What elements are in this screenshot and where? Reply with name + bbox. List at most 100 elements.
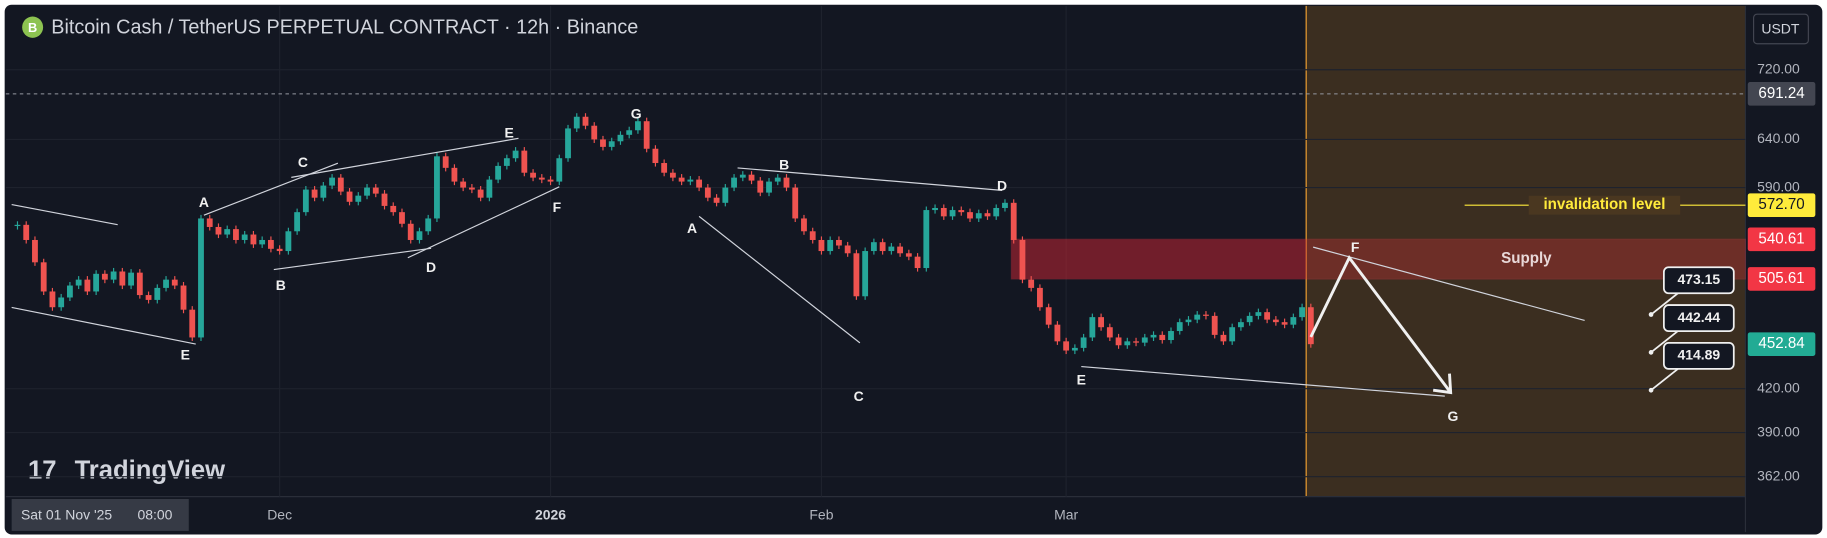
candle xyxy=(748,174,755,181)
trend-line xyxy=(11,306,196,345)
candle xyxy=(486,179,493,198)
supply-zone xyxy=(1010,238,1747,280)
price-badge-label: 691.24 xyxy=(1758,85,1805,102)
supply-zone-past xyxy=(1011,239,1307,279)
candle xyxy=(66,285,73,298)
candle xyxy=(853,253,860,297)
candle xyxy=(1255,312,1262,316)
candle xyxy=(661,163,668,173)
wave-label: E xyxy=(181,347,190,363)
candle xyxy=(49,291,56,308)
candle xyxy=(1045,307,1052,325)
candle xyxy=(337,177,344,192)
candle xyxy=(591,125,598,140)
candle xyxy=(23,224,30,240)
candle xyxy=(1290,317,1297,325)
wave-label: F xyxy=(553,199,562,215)
wave-label: F xyxy=(1351,239,1360,255)
candle xyxy=(58,297,65,308)
candle xyxy=(975,213,982,219)
wave-label: D xyxy=(997,177,1007,193)
wave-label: A xyxy=(687,220,697,236)
crosshair-time-box xyxy=(11,498,189,531)
candle xyxy=(774,177,781,182)
candle xyxy=(967,212,973,219)
x-tick-label: 2026 xyxy=(535,506,566,522)
wave-label: G xyxy=(631,105,642,121)
candle xyxy=(206,218,213,227)
candle xyxy=(521,150,528,173)
candle xyxy=(766,181,772,193)
price-badge-label: 452.84 xyxy=(1758,335,1805,352)
candle xyxy=(512,150,519,159)
candle xyxy=(259,239,266,245)
candle xyxy=(346,191,353,202)
candle xyxy=(390,205,397,213)
wave-label: B xyxy=(276,277,286,293)
candle xyxy=(1071,347,1078,351)
candle xyxy=(267,239,274,249)
candle xyxy=(949,210,956,217)
price-badge xyxy=(1747,227,1816,252)
candle xyxy=(364,187,370,196)
candle xyxy=(329,177,335,186)
candle xyxy=(722,187,729,203)
wave-label: E xyxy=(1077,371,1086,387)
candle xyxy=(1299,307,1305,318)
candle xyxy=(119,271,126,286)
candle xyxy=(1098,317,1105,328)
candle xyxy=(1211,315,1218,335)
candle xyxy=(14,224,21,227)
crosshair-date: Sat 01 Nov '25 xyxy=(21,506,112,522)
trend-line xyxy=(11,203,118,226)
candle xyxy=(495,165,502,180)
currency-button[interactable] xyxy=(1753,13,1809,45)
candle xyxy=(40,262,47,292)
target-label: 414.89 xyxy=(1677,347,1720,363)
trend-line xyxy=(273,247,432,271)
candle xyxy=(687,179,694,182)
candle xyxy=(233,229,239,240)
price-badge xyxy=(1747,332,1816,356)
target-dot xyxy=(1648,349,1654,355)
candle xyxy=(1238,322,1244,328)
y-tick-label: 390.00 xyxy=(1757,423,1800,439)
candle xyxy=(1203,314,1209,316)
candle xyxy=(1089,317,1096,338)
candle xyxy=(1028,279,1035,288)
candle xyxy=(425,218,432,232)
currency-label[interactable]: USDT xyxy=(1761,20,1799,36)
candle xyxy=(801,218,807,232)
candle xyxy=(897,246,904,254)
candle xyxy=(477,189,484,198)
candle xyxy=(1185,319,1192,323)
candle xyxy=(678,177,685,182)
candle xyxy=(468,187,475,190)
x-tick-label: Mar xyxy=(1054,506,1078,522)
candle xyxy=(547,179,554,182)
candle xyxy=(582,116,589,126)
candle xyxy=(914,256,921,269)
candle xyxy=(302,189,309,213)
candle xyxy=(731,177,737,188)
candle xyxy=(355,195,362,202)
target-label: 473.15 xyxy=(1677,271,1720,287)
crosshair-time: 08:00 xyxy=(137,506,172,522)
candle xyxy=(993,207,1000,217)
candle xyxy=(538,177,545,180)
candle xyxy=(608,141,615,147)
candle xyxy=(503,158,510,166)
candle xyxy=(1168,331,1174,341)
candle xyxy=(844,245,851,254)
symbol-logo-mark: B xyxy=(28,20,37,35)
chart-title[interactable]: Bitcoin Cash / TetherUS PERPETUAL CONTRA… xyxy=(51,17,638,39)
candle xyxy=(189,309,196,338)
candle xyxy=(224,229,231,235)
watermark-icon: 17 xyxy=(28,457,57,485)
candle xyxy=(1054,324,1061,342)
candle xyxy=(1150,334,1157,338)
candle xyxy=(163,279,169,288)
candle xyxy=(669,172,676,178)
candle xyxy=(285,231,292,252)
wave-label: E xyxy=(505,124,514,140)
